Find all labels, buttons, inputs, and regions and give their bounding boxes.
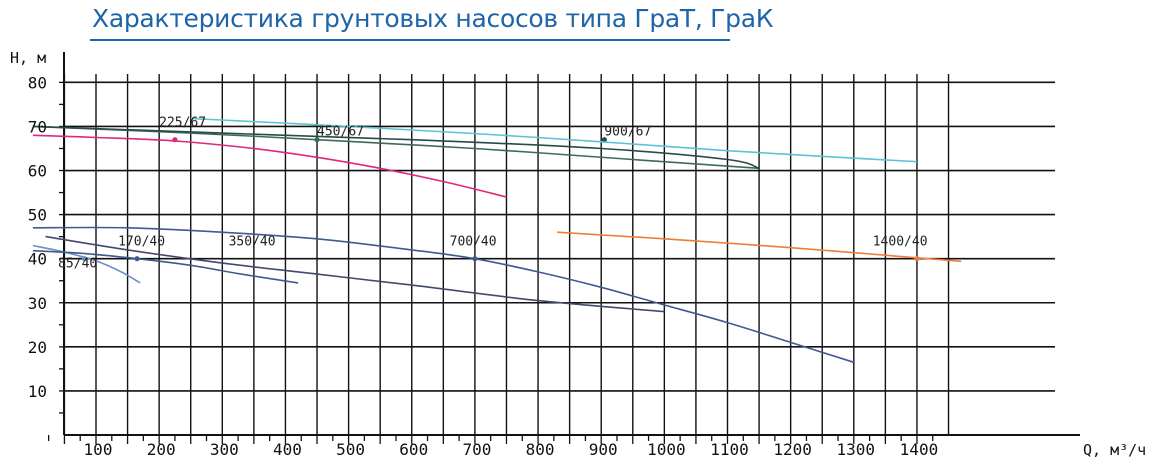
y-tick-label: 80 <box>28 73 47 92</box>
y-tick-label: 50 <box>28 206 47 225</box>
series-label: 700/40 <box>450 234 497 249</box>
grid <box>63 74 1055 435</box>
data-point <box>914 256 920 262</box>
series-line <box>32 125 760 170</box>
x-tick-label: 1100 <box>710 440 749 459</box>
series-line <box>32 226 855 364</box>
x-tick-label: 800 <box>526 440 555 459</box>
data-point <box>82 256 88 262</box>
series-label: 225/67 <box>159 115 206 130</box>
x-tick-label: 700 <box>462 440 491 459</box>
series-line <box>45 235 665 313</box>
x-tick-label: 1000 <box>647 440 686 459</box>
series-label: 350/40 <box>229 234 276 249</box>
x-tick-label: 300 <box>210 440 239 459</box>
y-tick-label: 40 <box>28 250 47 269</box>
x-tick-label: 100 <box>84 440 113 459</box>
series-line <box>556 231 962 263</box>
y-tick-label: 20 <box>28 338 47 357</box>
y-tick-label: 70 <box>28 117 47 136</box>
x-tick-label: 600 <box>399 440 428 459</box>
data-point <box>314 137 320 143</box>
data-point <box>472 256 478 262</box>
axes <box>47 52 1080 444</box>
y-tick-label: 60 <box>28 162 47 181</box>
series-line <box>32 244 141 284</box>
y-axis-label: H, м <box>10 49 46 67</box>
x-axis-label: Q, м³/ч <box>1083 441 1146 459</box>
labels: 100 200 300 400 500 600 700 800 900 1000 1100 1200 1… <box>10 49 1146 459</box>
data-point <box>172 137 178 143</box>
x-tick-label: 1400 <box>900 440 939 459</box>
x-tick-label: 400 <box>273 440 302 459</box>
x-tick-label: 900 <box>589 440 618 459</box>
series-label: 1400/40 <box>873 234 928 249</box>
series-line <box>32 249 299 284</box>
series-line <box>32 134 507 198</box>
x-tick-label: 1300 <box>837 440 876 459</box>
series-label: 85/40 <box>58 256 97 271</box>
data-point <box>601 137 607 143</box>
y-tick-label: 30 <box>28 294 47 313</box>
curves <box>32 117 962 364</box>
y-tick-label: 10 <box>28 382 47 401</box>
x-tick-label: 200 <box>147 440 176 459</box>
x-tick-label: 1200 <box>773 440 812 459</box>
x-tick-label: 500 <box>336 440 365 459</box>
series-label: 170/40 <box>118 234 165 249</box>
chart-title: Характеристика грунтовых насосов типа Гр… <box>92 4 774 33</box>
title-underline <box>90 39 730 41</box>
series-label: 900/67 <box>604 124 651 139</box>
series-line <box>32 125 760 170</box>
series-label: 450/67 <box>317 124 364 139</box>
series-line <box>190 117 917 163</box>
data-point <box>134 256 140 262</box>
